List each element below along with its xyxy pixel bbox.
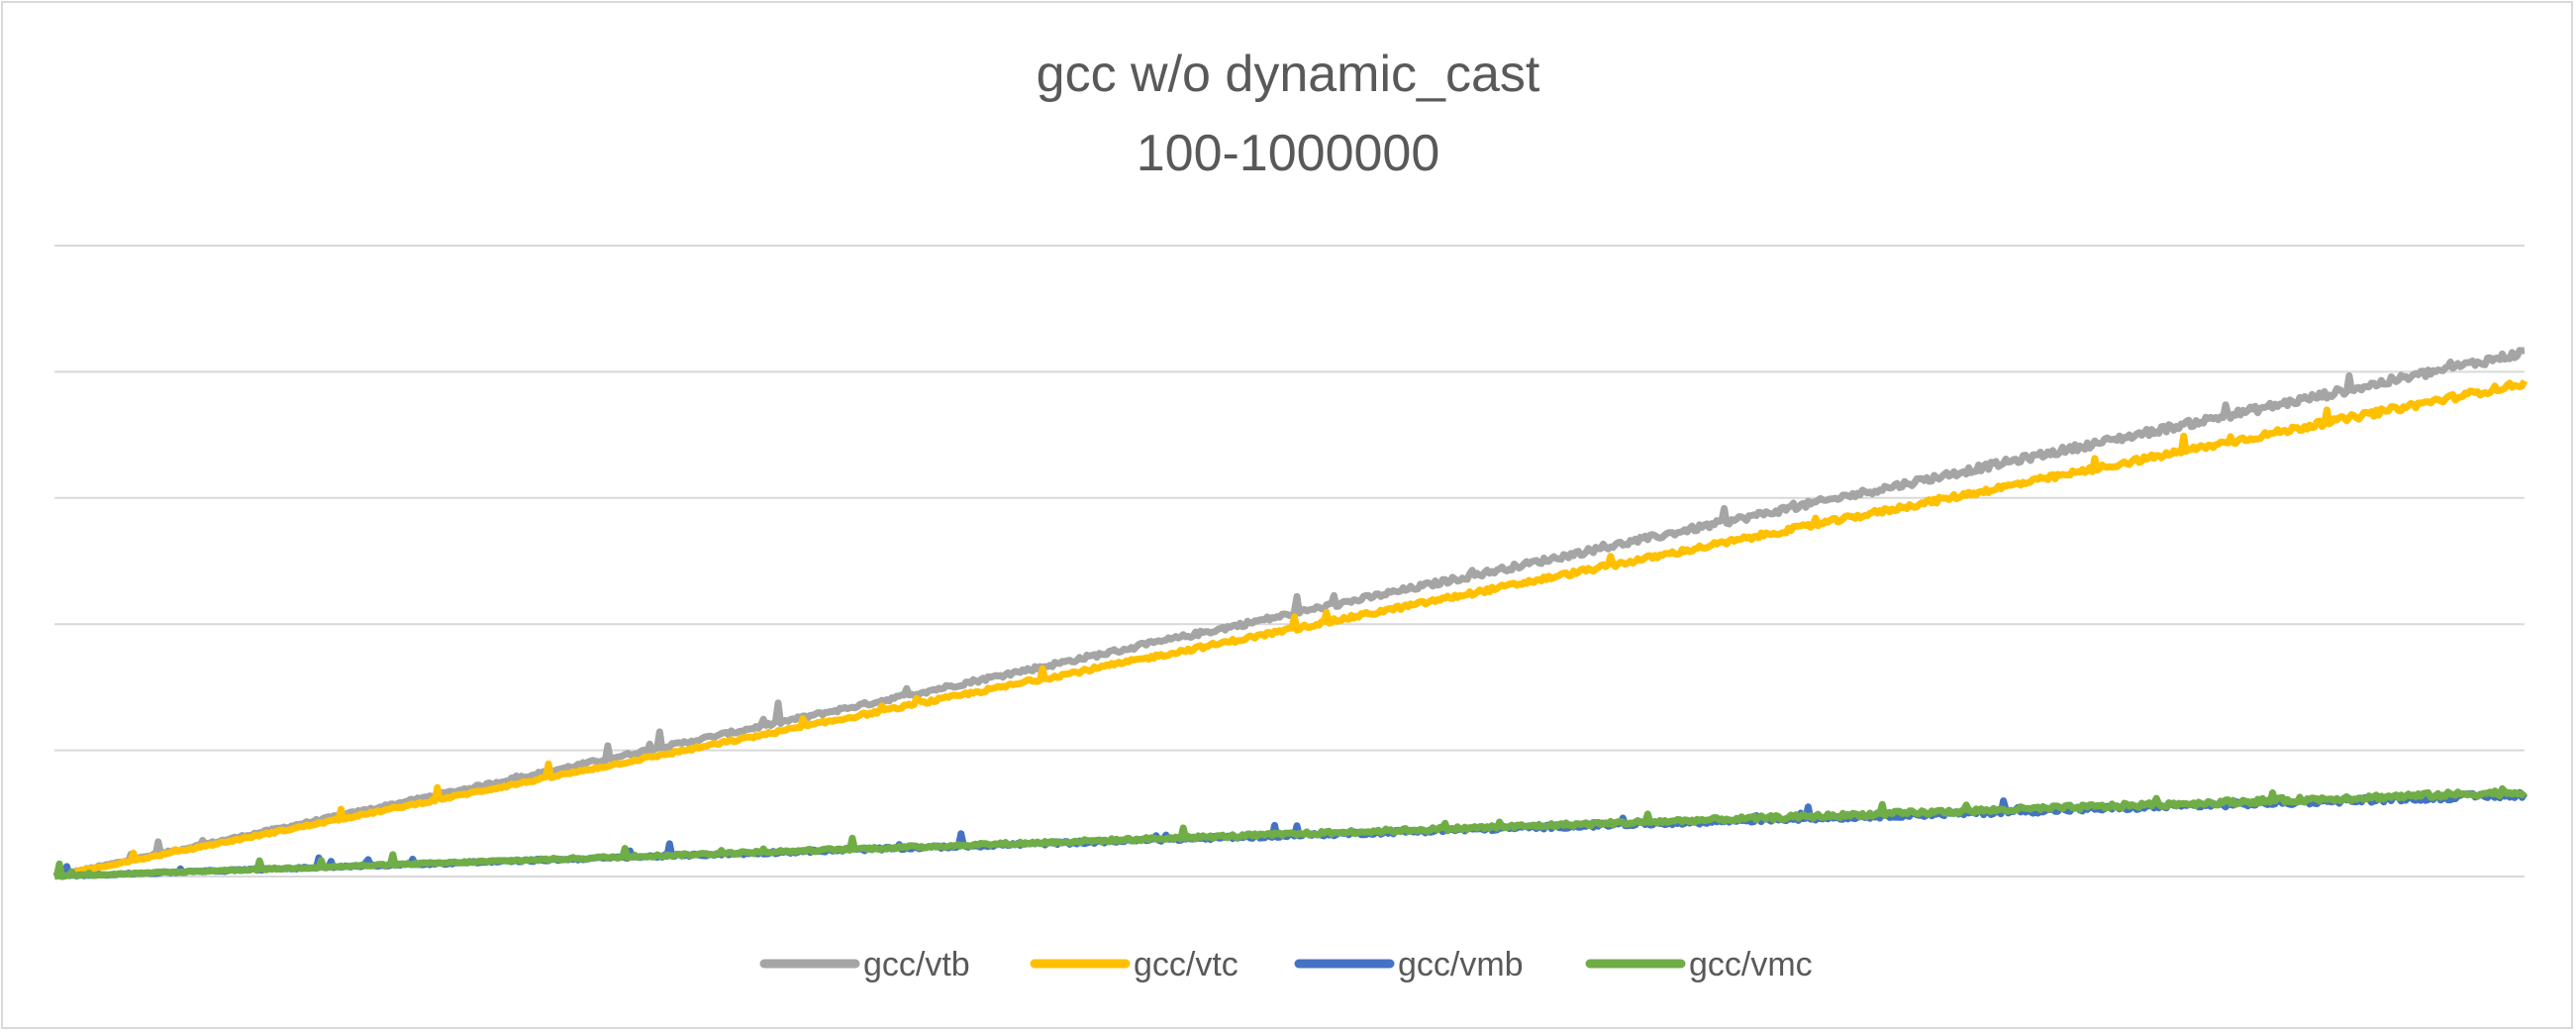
chart-subtitle: 100-1000000 [1136, 125, 1440, 182]
series-lines [52, 347, 2528, 880]
series-line-gcc-vmc [53, 785, 2527, 880]
chart-title: gcc w/o dynamic_cast [1036, 46, 1540, 103]
series-line-gcc-vtb [52, 347, 2526, 880]
legend-label: gcc/vtc [1134, 946, 1238, 983]
series-line-gcc-vtc [53, 378, 2528, 880]
legend: gcc/vtb gcc/vtc gcc/vmb gcc/vmc [759, 946, 1813, 983]
legend-label: gcc/vmb [1398, 946, 1524, 983]
legend-label: gcc/vmc [1689, 946, 1813, 983]
legend-label: gcc/vtb [863, 946, 970, 983]
gridlines [54, 245, 2525, 877]
